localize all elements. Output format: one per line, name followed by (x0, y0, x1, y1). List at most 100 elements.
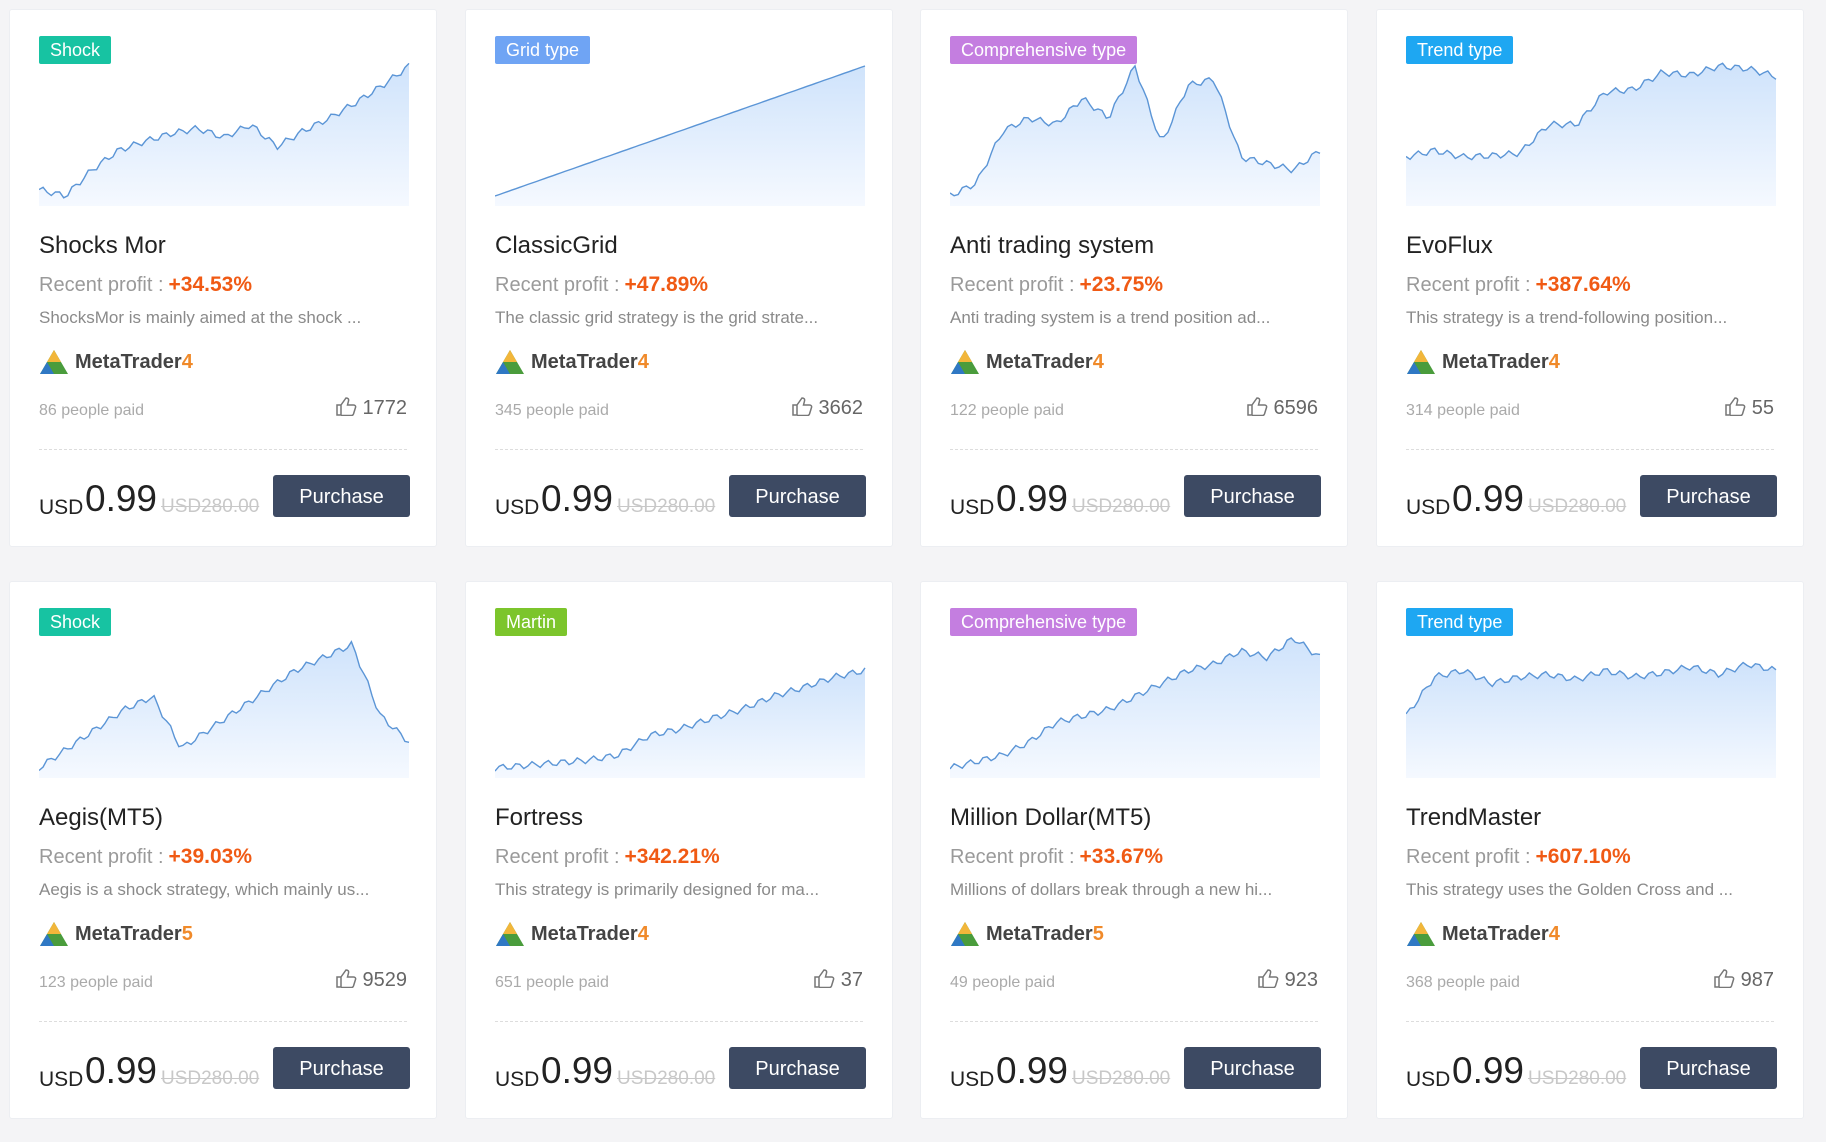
like-count[interactable]: 923 (1257, 968, 1318, 992)
purchase-button[interactable]: Purchase (273, 475, 410, 517)
product-card[interactable]: Martin Fortress Recent profit : +342.21% Thi… (465, 581, 893, 1119)
description: Anti trading system is a trend position … (950, 308, 1271, 327)
chart-area (950, 638, 1320, 778)
original-price: USD280.00 (161, 1068, 260, 1089)
current-price: 0.99 (996, 1050, 1069, 1091)
profit-label: Recent profit : (950, 274, 1075, 296)
profit-label: Recent profit : (495, 846, 620, 868)
divider (39, 1021, 407, 1022)
chart-line (39, 62, 410, 199)
like-icon (1713, 969, 1734, 989)
current-price: 0.99 (1452, 1050, 1525, 1091)
original-price: USD280.00 (161, 496, 260, 517)
chart-area (950, 65, 1320, 206)
purchase-button[interactable]: Purchase (273, 1047, 410, 1089)
paid-count: 368 people paid (1406, 974, 1520, 991)
like-icon (1257, 969, 1278, 989)
like-value: 1772 (362, 397, 408, 419)
product-card[interactable]: Shock Shocks Mor Recent profit : +34.53% Sho… (9, 9, 437, 547)
strategy-name: Million Dollar(MT5) (950, 804, 1152, 831)
strategy-tag: Comprehensive type (950, 36, 1138, 64)
platform-name: MetaTrader4 (1442, 351, 1560, 374)
purchase-button[interactable]: Purchase (1640, 1047, 1777, 1089)
paid-count: 49 people paid (950, 974, 1055, 991)
chart-area (495, 667, 865, 778)
description: This strategy uses the Golden Cross and … (1406, 880, 1733, 899)
product-card[interactable]: Trend type TrendMaster Recent profit : +607… (1376, 581, 1804, 1119)
profit-value: +342.21% (624, 845, 720, 868)
platform-text: MetaTrader (75, 351, 182, 373)
like-count[interactable]: 1772 (335, 396, 408, 420)
divider (495, 449, 863, 450)
platform-name: MetaTrader4 (531, 351, 649, 374)
current-price: 0.99 (85, 1050, 158, 1091)
currency: USD (950, 496, 995, 519)
recent-profit: Recent profit : +387.64% (1406, 273, 1631, 297)
paid-count: 345 people paid (495, 402, 609, 419)
profit-value: +23.75% (1079, 273, 1164, 296)
like-count[interactable]: 37 (813, 968, 863, 992)
purchase-button[interactable]: Purchase (729, 475, 866, 517)
strategy-tag: Trend type (1406, 608, 1514, 636)
like-count[interactable]: 9529 (335, 968, 407, 992)
description: This strategy is a trend-following posit… (1406, 308, 1728, 327)
platform-name: MetaTrader5 (75, 923, 193, 946)
divider (1406, 1021, 1774, 1022)
equity-chart (39, 640, 410, 778)
recent-profit: Recent profit : +34.53% (39, 273, 252, 297)
product-card[interactable]: Grid type ClassicGrid Recent profit : +47.8… (465, 9, 893, 547)
purchase-button[interactable]: Purchase (1640, 475, 1777, 517)
original-price: USD280.00 (1528, 1068, 1627, 1089)
like-count[interactable]: 3662 (791, 396, 863, 420)
platform-version: 5 (181, 923, 193, 945)
product-card[interactable]: Comprehensive type Million Dollar(MT5) Rec… (920, 581, 1348, 1119)
current-price: 0.99 (541, 478, 614, 519)
chart-area (1406, 662, 1776, 778)
currency: USD (1406, 496, 1451, 519)
platform-version: 4 (637, 351, 649, 373)
strategy-name: Anti trading system (950, 232, 1155, 259)
profit-label: Recent profit : (39, 274, 164, 296)
strategy-tag: Shock (39, 36, 112, 64)
description: The classic grid strategy is the grid st… (495, 308, 819, 327)
chart-area (1406, 63, 1776, 206)
like-value: 6596 (1273, 397, 1319, 419)
platform-version: 4 (181, 351, 193, 373)
like-count[interactable]: 55 (1724, 396, 1774, 420)
platform-text: MetaTrader (1442, 351, 1549, 373)
product-card[interactable]: Shock Aegis(MT5) Recent profit : +39.03% Aeg… (9, 581, 437, 1119)
original-price: USD280.00 (1072, 1068, 1171, 1089)
platform-logo (1407, 350, 1435, 374)
product-card[interactable]: Comprehensive type Anti trading system Rec… (920, 9, 1348, 547)
like-count[interactable]: 987 (1713, 968, 1774, 992)
platform-text: MetaTrader (75, 923, 182, 945)
current-price: 0.99 (1452, 478, 1525, 519)
strategy-tag: Comprehensive type (950, 608, 1138, 636)
purchase-button[interactable]: Purchase (1184, 1047, 1321, 1089)
description: Millions of dollars break through a new … (950, 880, 1273, 899)
purchase-button[interactable]: Purchase (729, 1047, 866, 1089)
product-card[interactable]: Trend type EvoFlux Recent profit : +387.64%… (1376, 9, 1804, 547)
platform-text: MetaTrader (986, 923, 1093, 945)
profit-label: Recent profit : (950, 846, 1075, 868)
platform-name: MetaTrader5 (986, 923, 1104, 946)
strategy-tag: Martin (495, 608, 568, 636)
paid-count: 123 people paid (39, 974, 153, 991)
purchase-button[interactable]: Purchase (1184, 475, 1321, 517)
chart-line (950, 637, 1321, 770)
platform-logo (951, 922, 979, 946)
profit-label: Recent profit : (1406, 274, 1531, 296)
recent-profit: Recent profit : +33.67% (950, 845, 1163, 869)
platform-version: 4 (1092, 351, 1104, 373)
like-value: 37 (840, 969, 863, 991)
profit-value: +34.53% (168, 273, 253, 296)
recent-profit: Recent profit : +47.89% (495, 273, 708, 297)
platform-logo (951, 350, 979, 374)
strategy-name: ClassicGrid (495, 232, 618, 259)
recent-profit: Recent profit : +607.10% (1406, 845, 1631, 869)
like-icon (1246, 397, 1267, 417)
currency: USD (39, 496, 84, 519)
strategy-name: Shocks Mor (39, 232, 166, 259)
strategy-name: TrendMaster (1406, 804, 1542, 831)
like-count[interactable]: 6596 (1246, 396, 1319, 420)
